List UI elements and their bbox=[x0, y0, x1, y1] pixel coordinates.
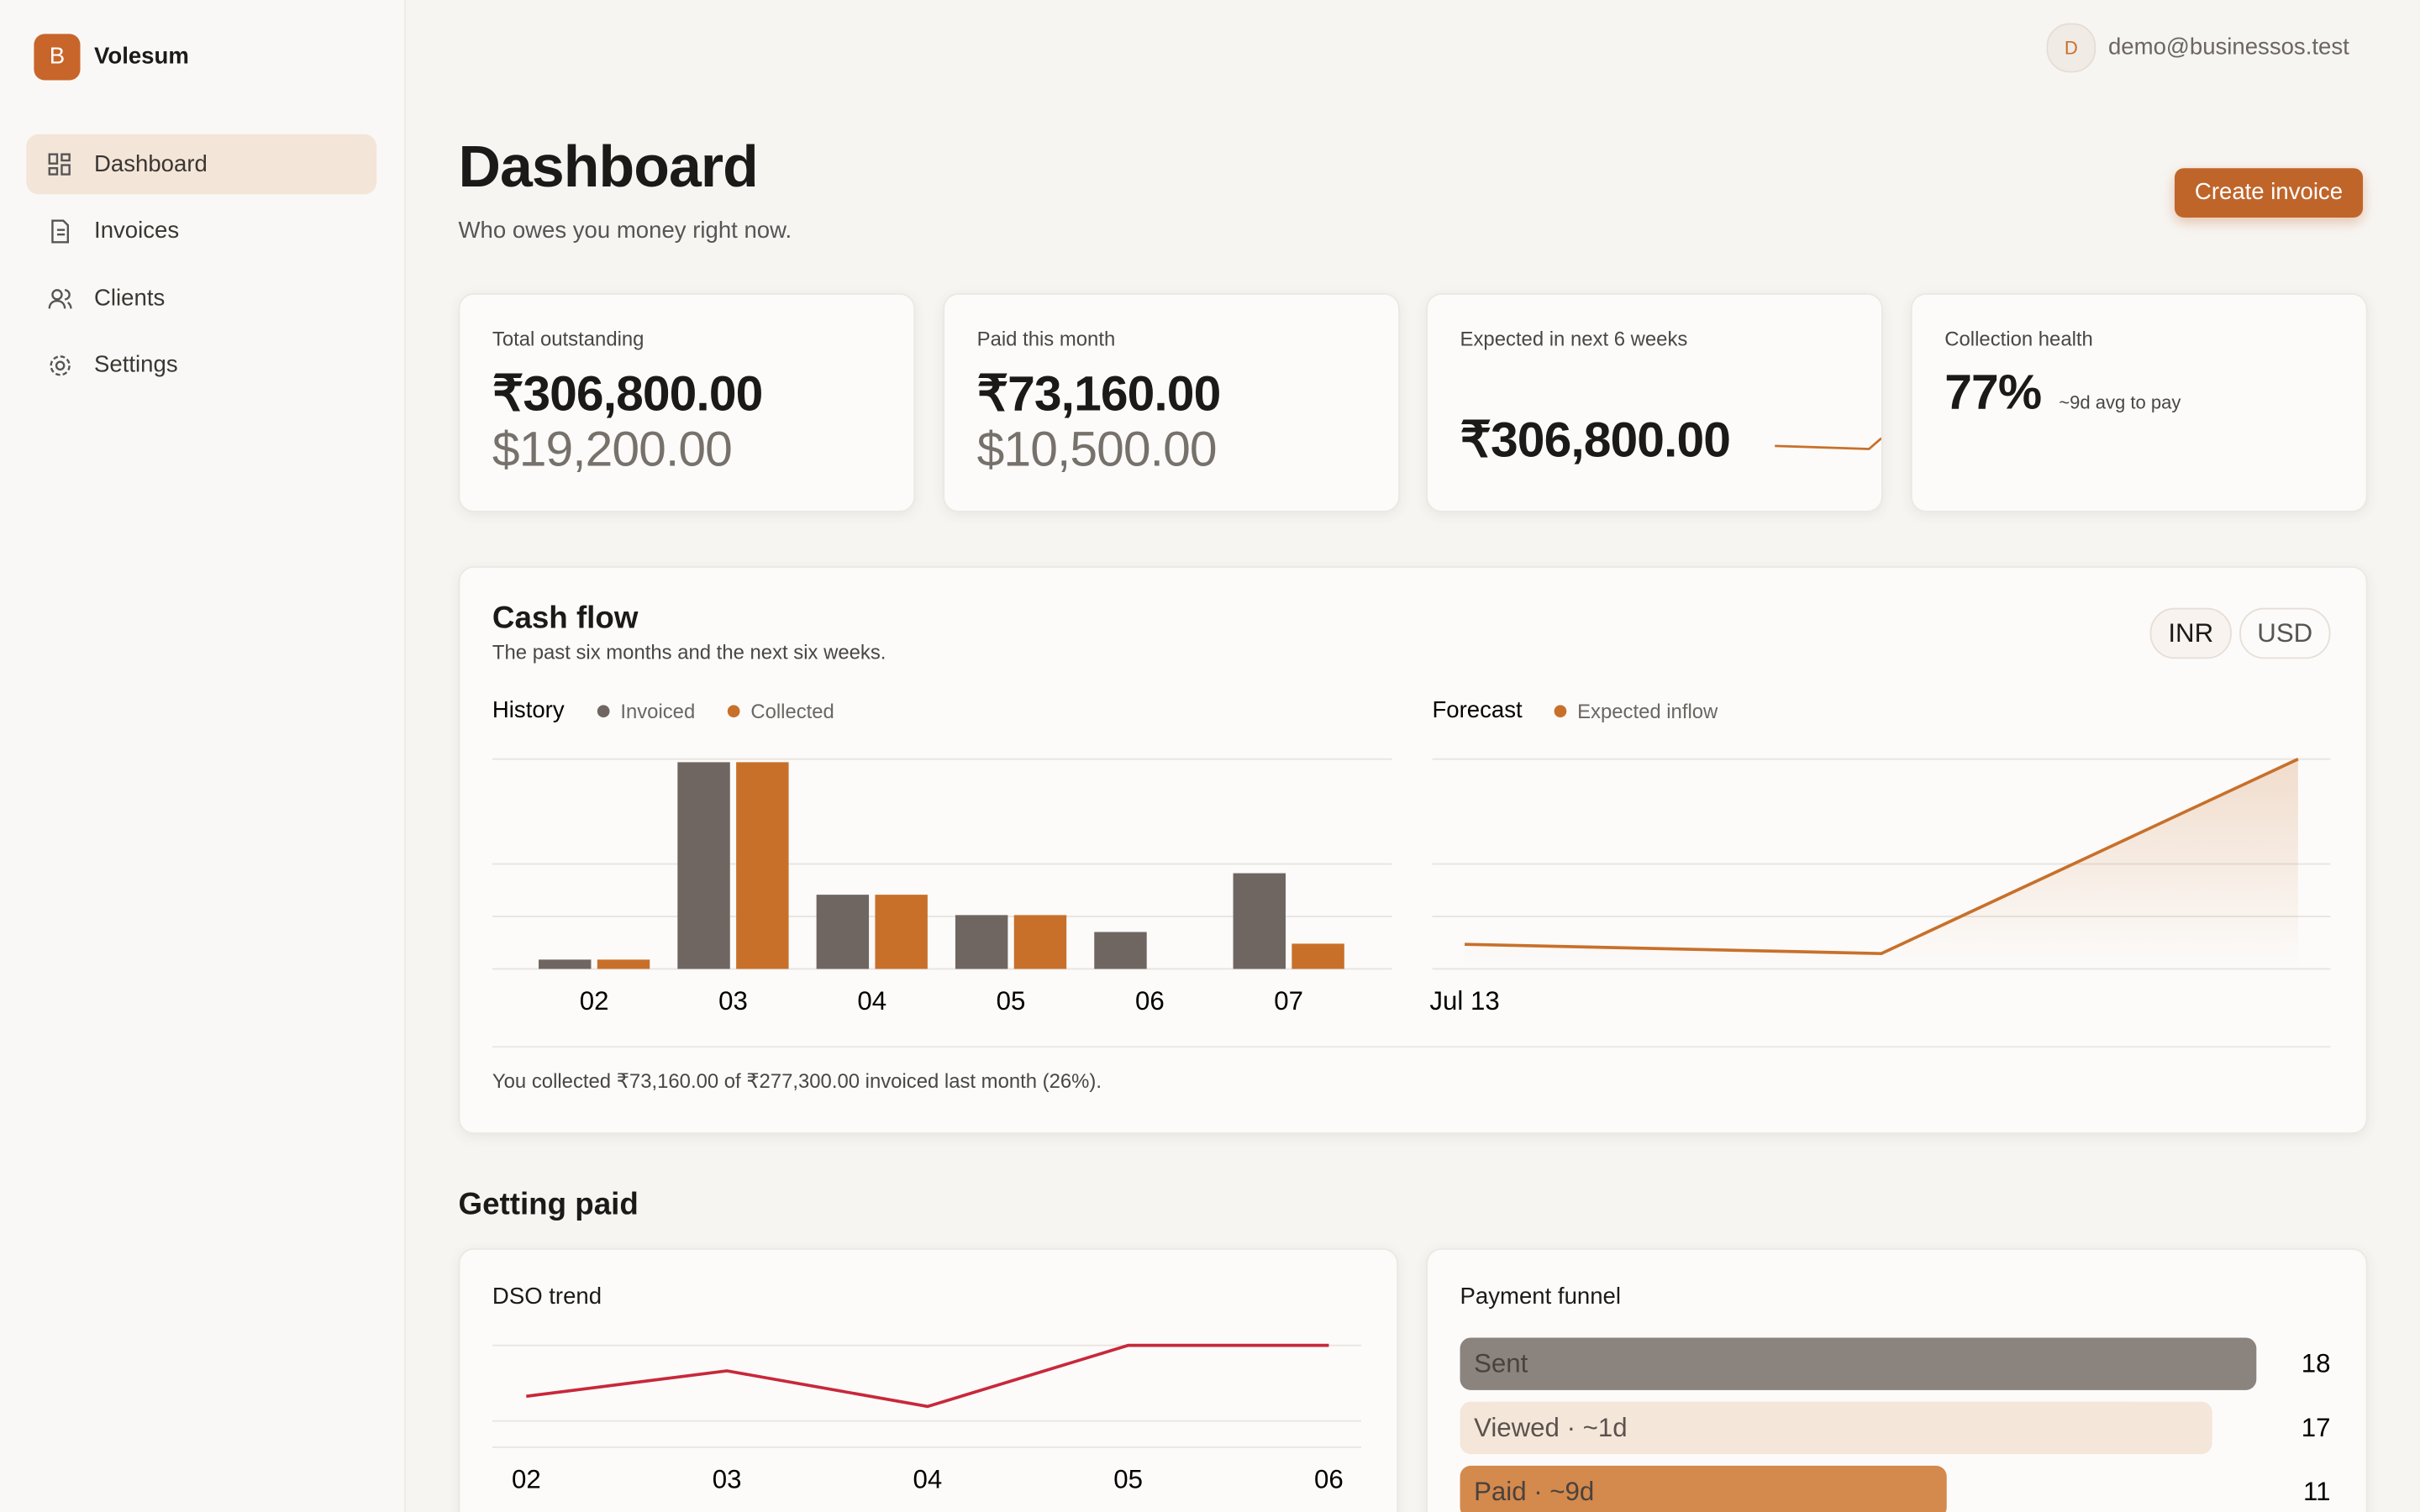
kpi-card bbox=[943, 292, 1400, 512]
page-title: Dashboard bbox=[458, 135, 759, 201]
divider bbox=[492, 1046, 2331, 1048]
nav-item[interactable]: Invoices bbox=[26, 201, 376, 261]
brand: Volesum bbox=[94, 43, 189, 70]
kpi-note: ~9d avg to pay bbox=[2059, 391, 2181, 414]
page-subtitle: Who owes you money right now. bbox=[458, 217, 792, 244]
kpi-value: ₹73,160.00 bbox=[976, 365, 1222, 422]
currency-toggle[interactable]: USD bbox=[2239, 607, 2331, 659]
footnote: You collected ₹73,160.00 of ₹277,300.00 … bbox=[492, 1068, 1102, 1093]
create-invoice-button[interactable]: Create invoice bbox=[2174, 168, 2364, 218]
sidebar bbox=[0, 0, 407, 1512]
kpi-card bbox=[1910, 292, 2368, 512]
nav-label: Invoices bbox=[94, 217, 180, 244]
logo: B bbox=[34, 34, 81, 81]
card-subtitle: The past six months and the next six wee… bbox=[492, 640, 886, 664]
kpi-value: $10,500.00 bbox=[976, 421, 1218, 477]
kpi-label: Total outstanding bbox=[492, 327, 644, 350]
nav-item[interactable]: Settings bbox=[26, 335, 376, 396]
kpi-label: Paid this month bbox=[976, 327, 1116, 350]
nav-label: Settings bbox=[94, 351, 178, 379]
nav-label: Clients bbox=[94, 285, 166, 312]
kpi-value: ₹306,800.00 bbox=[1460, 412, 1731, 468]
kpi-value: 77% bbox=[1944, 364, 2042, 420]
kpi-value: ₹306,800.00 bbox=[492, 365, 763, 422]
user-email: demo@businessos.test bbox=[2107, 34, 2349, 60]
kpi-card bbox=[1426, 292, 1883, 512]
kpi-value: $19,200.00 bbox=[492, 421, 733, 477]
card-title: Cash flow bbox=[492, 601, 639, 636]
nav-item[interactable]: Dashboard bbox=[26, 134, 377, 195]
kpi-label: Collection health bbox=[1944, 327, 2093, 350]
card-title: DSO trend bbox=[492, 1284, 602, 1310]
currency-toggle[interactable]: INR bbox=[2149, 607, 2232, 659]
sparkline bbox=[1775, 437, 1881, 450]
card-title: Payment funnel bbox=[1460, 1284, 1622, 1310]
avatar[interactable]: D bbox=[2046, 23, 2096, 73]
kpi-label: Expected in next 6 weeks bbox=[1460, 327, 1688, 350]
nav-label: Dashboard bbox=[94, 151, 208, 178]
nav-item[interactable]: Clients bbox=[26, 269, 376, 329]
kpi-card bbox=[458, 292, 916, 512]
section-title: Getting paid bbox=[458, 1188, 639, 1222]
